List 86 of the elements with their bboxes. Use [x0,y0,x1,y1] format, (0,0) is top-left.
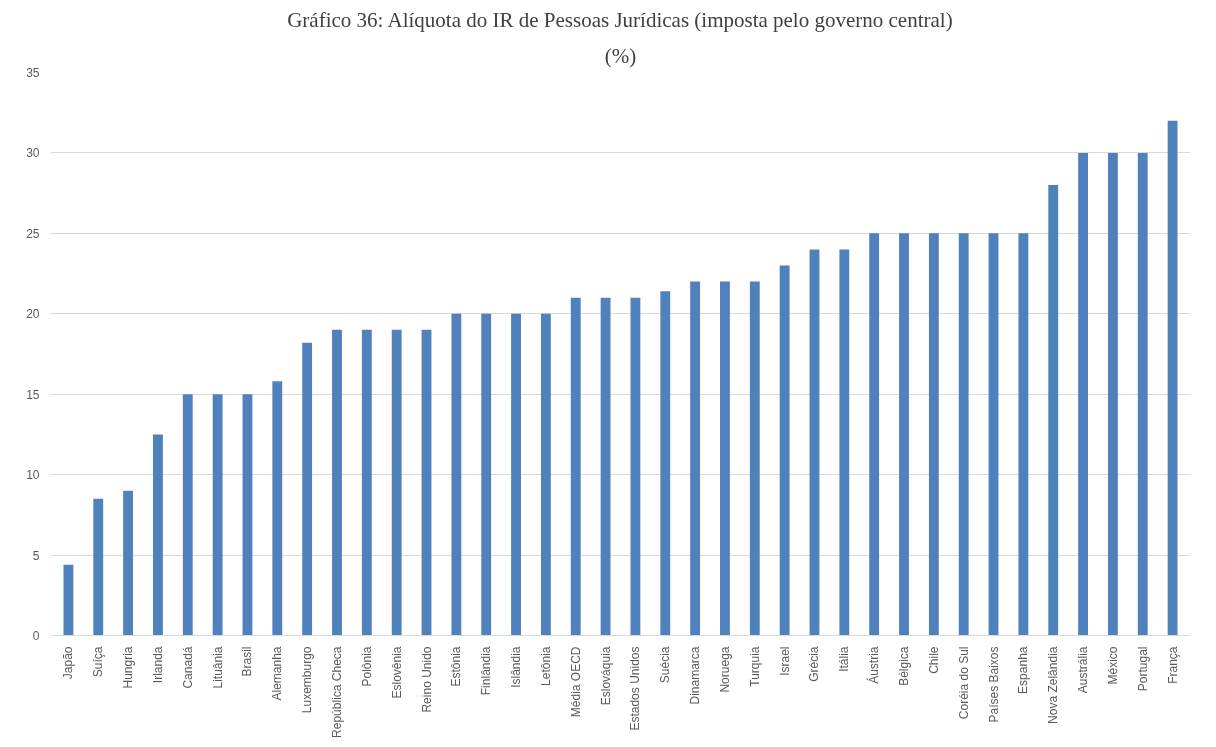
x-tick-label: Luxemburgo [300,646,315,714]
x-tick-label: Portugal [1135,646,1150,692]
x-tick-label: Nova Zelândia [1046,646,1061,724]
y-tick-label: 0 [32,629,40,643]
x-tick-label: Dinamarca [688,646,703,705]
bar [1107,152,1118,636]
x-tick-label: Israel [777,646,792,676]
y-tick-label: 15 [26,387,40,402]
bar [600,297,611,636]
x-tick-label: Hungria [121,646,136,689]
bar [242,394,253,636]
x-tick-label: Estados Unidos [628,646,643,731]
bar [123,490,134,636]
bar [481,313,492,636]
bar [153,434,163,636]
x-tick-label: Brasil [240,646,255,677]
bar [839,249,850,636]
bar [212,394,223,636]
bar [63,564,74,636]
x-tick-label: Espanha [1016,646,1031,694]
x-tick-label: Lituânia [210,646,225,689]
y-tick-label: 25 [26,226,40,241]
x-tick-label: Suíça [91,646,106,678]
bar [511,313,521,636]
bar [421,329,432,636]
bar [540,313,551,636]
bar [332,329,342,636]
bar [630,297,641,636]
x-tick-label: Noruega [717,646,732,693]
bar [749,281,760,636]
y-tick-label: 35 [26,66,40,80]
bar [391,329,402,636]
x-tick-label: Coréia do Sul [956,646,971,720]
x-tick-label: Alemanha [270,646,285,701]
bar [720,281,730,636]
x-tick-label: Reino Unido [419,646,434,713]
x-tick-label: República Checa [329,646,344,738]
bar [899,233,909,636]
bar [570,297,581,636]
x-tick-label: Eslováquia [598,646,613,706]
y-tick-label: 10 [26,468,40,483]
x-tick-label: Chile [926,646,941,674]
bar [988,233,999,636]
y-tick-label: 30 [26,146,40,161]
x-tick-label: Países Baixos [986,646,1001,723]
bar [1048,185,1059,636]
x-tick-label: Polônia [359,646,374,687]
x-tick-label: Turquia [747,646,762,687]
bar [809,249,820,636]
bar [1018,233,1029,636]
y-tick-label: 5 [32,548,40,563]
bar [451,313,462,636]
x-tick-label: Islândia [509,646,524,688]
bar [361,329,372,636]
bar [1137,152,1148,636]
x-tick-label: Suécia [658,646,673,684]
x-tick-label: Finlândia [479,646,494,696]
x-tick-label: México [1105,646,1120,685]
chart-title: Gráfico 36: Alíquota do IR de Pessoas Jurídicas (imposta pelo governo central) [287,7,953,32]
x-tick-label: Áustria [866,646,882,684]
x-tick-label: França [1165,646,1180,684]
bar [302,342,313,636]
x-tick-label: Letônia [538,646,553,686]
bar [928,233,939,636]
x-tick-label: Austrália [1076,646,1091,694]
x-tick-label: Irlanda [150,646,165,684]
x-tick-label: Eslovênia [389,646,404,699]
x-tick-label: Canadá [180,646,195,689]
bar [660,291,671,636]
bar [272,381,283,636]
bar [1078,152,1088,636]
x-tick-label: Média OECD [568,646,583,718]
chart-subtitle: (%) [604,43,637,68]
bar [958,233,969,636]
bar [869,233,880,636]
bar [690,281,701,636]
x-tick-label: Bélgica [897,646,912,686]
bar [93,498,104,636]
bar [182,394,193,636]
x-tick-label: Grécia [807,646,822,682]
bar [1167,120,1178,636]
x-tick-label: Estônia [449,646,464,687]
x-tick-label: Japão [61,646,76,680]
x-tick-label: Itália [837,646,852,672]
bar [779,265,790,636]
y-tick-label: 20 [26,307,40,322]
